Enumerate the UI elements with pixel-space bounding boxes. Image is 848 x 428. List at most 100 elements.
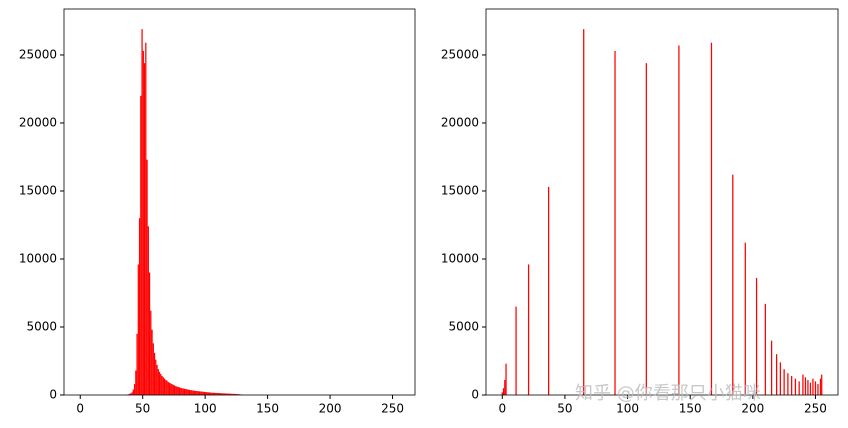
histogram-bar [764,303,766,395]
histogram-bar [190,390,192,395]
histogram-bar [814,381,817,395]
histogram-bar [614,50,616,395]
x-tick-label: 200 [319,402,342,416]
histogram-bar [203,391,206,395]
histogram-bar [153,352,156,395]
histogram-bar [186,389,188,395]
histogram-bar [138,218,141,395]
histogram-bar [232,393,234,395]
histogram-bar [210,392,212,395]
x-tick-label: 50 [557,402,572,416]
histogram-bar [177,386,179,395]
y-tick-label: 15000 [441,183,479,197]
histogram-bar [770,340,773,395]
histogram-bar [205,392,207,395]
y-tick-label: 0 [471,388,479,402]
histogram-bar [807,380,809,395]
histogram-bar [185,389,187,395]
histogram-bar [211,392,213,395]
histogram-bar [168,382,171,395]
histogram-bar [230,393,232,395]
histogram-bar [228,393,231,395]
histogram-bar [191,390,193,395]
histogram-bar [171,384,173,395]
x-tick-label: 250 [381,402,404,416]
histogram-bar [156,365,158,395]
histogram-bar [645,63,647,396]
histogram-bar [218,393,221,395]
histogram-bar [783,369,785,395]
histogram-bar [160,373,162,395]
histogram-bar [158,371,161,395]
histogram-bar [201,391,203,395]
histogram-bar [548,186,550,395]
histogram-bar [166,380,168,395]
histogram-bar [236,394,238,395]
y-tick-label: 25000 [19,47,57,61]
histogram-bar [192,390,194,395]
histogram-bar [152,343,154,395]
x-tick-label: 200 [741,402,764,416]
x-tick-label: 0 [498,402,506,416]
histogram-bar [678,45,680,396]
histogram-bar [145,42,147,395]
histogram-bar [222,393,224,395]
histogram-bar [207,392,209,395]
histogram-bar [130,393,132,395]
histogram-bar [809,382,812,395]
histogram-bar [821,374,823,395]
histogram-bar [787,373,789,395]
histogram-bar [161,375,163,395]
histogram-bar [221,393,223,395]
histogram-bar [183,388,186,395]
histogram-bar [155,359,157,395]
histogram-bar [148,272,151,395]
y-tick-label: 5000 [448,319,479,333]
histogram-bar [802,374,804,395]
histogram-bar [732,174,734,395]
histogram-bar [173,385,176,395]
histogram-bar [133,384,136,395]
histogram-bar [515,306,517,395]
histogram-bar [225,393,227,395]
histogram-bar [198,391,201,395]
histogram-bar [141,29,143,395]
histogram-bar [231,393,233,395]
histogram-bar [128,393,131,395]
histogram-bar [195,390,197,395]
histogram-bar [176,386,178,395]
x-tick-label: 100 [616,402,639,416]
histogram-bar [182,388,184,395]
histogram-bar [502,388,505,395]
histogram-bar [504,380,506,395]
histogram-bar [583,29,585,395]
histogram-bar [220,393,222,395]
histogram-bar [206,392,208,395]
histogram-bar [142,50,144,395]
histogram-bar [143,63,146,396]
histogram-bar [798,381,800,395]
histogram-bar [208,392,211,395]
histogram-bar [755,278,758,395]
histogram-bar [157,369,159,395]
histogram-bar [501,392,503,395]
histogram-bar [163,378,166,395]
histogram-bar [215,392,217,395]
y-tick-label: 20000 [19,115,57,129]
histogram-bar [187,389,189,395]
histogram-bar [744,242,746,395]
histogram-bar [527,264,530,395]
histogram-bar [167,382,169,395]
x-tick-label: 100 [194,402,217,416]
histogram-bar [150,310,152,395]
histogram-bar [710,42,713,395]
x-tick-label: 0 [76,402,84,416]
y-tick-label: 20000 [441,115,479,129]
y-tick-label: 5000 [26,319,57,333]
histogram-bar [188,389,191,395]
histogram-bar [779,362,782,395]
histogram-bar [137,264,139,395]
histogram-bar [135,370,137,395]
histogram-bar [146,159,148,395]
histogram-bar [812,378,814,395]
